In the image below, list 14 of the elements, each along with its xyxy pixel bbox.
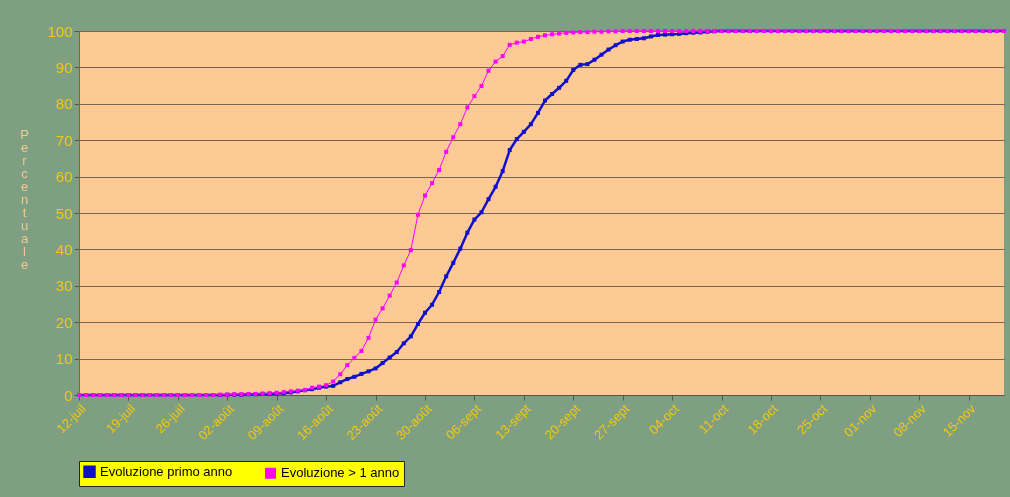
y-tick-label: 50	[55, 204, 73, 222]
text: Percentuale	[20, 126, 29, 272]
y-tick-label: 80	[55, 95, 73, 113]
y-tick-label: 40	[55, 240, 73, 258]
y-tick-label: 70	[55, 131, 73, 149]
y-tick-label: 0	[64, 386, 73, 404]
y-tick-label: 60	[55, 168, 73, 186]
y-tick-label: 90	[55, 58, 73, 76]
y-tick-label: 30	[55, 277, 73, 295]
legend-label: Evoluzione > 1 anno	[281, 465, 400, 481]
y-tick-label: 20	[55, 313, 73, 331]
y-tick-label: 100	[47, 22, 73, 40]
y-tick-label: 10	[55, 350, 73, 368]
legend-label: Evoluzione primo anno	[100, 463, 233, 479]
